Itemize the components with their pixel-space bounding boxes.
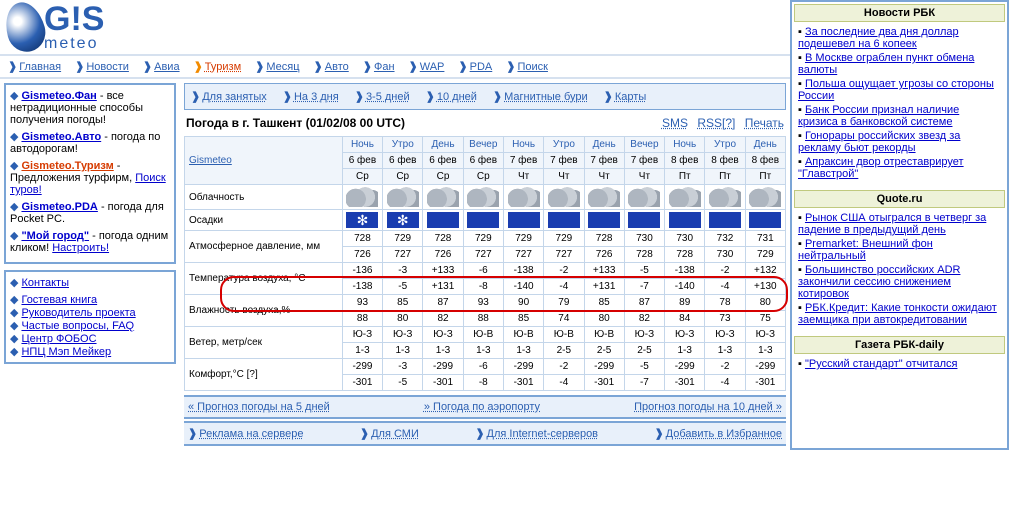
forecast-link[interactable]: » Погода по аэропорту bbox=[424, 401, 540, 413]
promo-box: ◆Gismeteo.Фан - все нетрадиционные спосо… bbox=[4, 83, 176, 264]
forecast-table: GismeteoНочьУтроДеньВечерНочьУтроДеньВеч… bbox=[184, 136, 786, 391]
forecast-link[interactable]: « Прогноз погоды на 5 дней bbox=[188, 401, 330, 413]
forecast-bottom-links: « Прогноз погоды на 5 дней » Погода по аэ… bbox=[184, 395, 786, 419]
nav-link[interactable]: Главная bbox=[19, 61, 61, 73]
news-link[interactable]: Польша ощущает угрозы со стороны России bbox=[798, 78, 994, 102]
subnav-link[interactable]: 10 дней bbox=[437, 91, 477, 103]
subnav-link[interactable]: Магнитные бури bbox=[504, 91, 588, 103]
nav-link[interactable]: Фан bbox=[374, 61, 395, 73]
news-link[interactable]: Premarket: Внешний фон нейтральный bbox=[798, 238, 933, 262]
news-section-title: Новости РБК bbox=[794, 4, 1005, 22]
promo-link[interactable]: "Мой город" bbox=[21, 230, 89, 242]
logo-text: G!S bbox=[44, 2, 104, 36]
nav-link[interactable]: Авто bbox=[325, 61, 349, 73]
side-link[interactable]: Руководитель проекта bbox=[21, 307, 135, 319]
nav-link[interactable]: PDA bbox=[470, 61, 493, 73]
nav-link[interactable]: Месяц bbox=[266, 61, 299, 73]
nav-link[interactable]: Поиск bbox=[517, 61, 547, 73]
side-link[interactable]: НПЦ Мэп Мейкер bbox=[21, 346, 111, 358]
subnav-link[interactable]: 3-5 дней bbox=[366, 91, 410, 103]
subnav-link[interactable]: На 3 дня bbox=[294, 91, 339, 103]
side-link[interactable]: Частые вопросы, FAQ bbox=[21, 320, 134, 332]
logo-icon bbox=[0, 0, 50, 56]
news-link[interactable]: "Русский стандарт" отчитался bbox=[805, 358, 958, 370]
subnav-link[interactable]: Для занятых bbox=[202, 91, 267, 103]
promo-link[interactable]: Gismeteo.PDA bbox=[21, 201, 97, 213]
news-link[interactable]: РБК.Кредит: Какие тонкости ожидают заемщ… bbox=[798, 302, 997, 326]
footer-links: ❱Реклама на сервере❱Для СМИ❱Для Internet… bbox=[184, 421, 786, 446]
sub-nav: ❱Для занятых❱На 3 дня❱3-5 дней❱10 дней❱М… bbox=[184, 83, 786, 110]
news-link[interactable]: В Москве ограблен пункт обмена валюты bbox=[798, 52, 974, 76]
forecast-title: Погода в г. Ташкент (01/02/08 00 UTC) SM… bbox=[184, 110, 786, 136]
contacts-box: ◆Контакты ◆Гостевая книга◆Руководитель п… bbox=[4, 270, 176, 364]
nav-link[interactable]: WAP bbox=[420, 61, 445, 73]
title-link[interactable]: Печать bbox=[745, 116, 784, 130]
news-link[interactable]: Рынок США отыгрался в четверг за падение… bbox=[798, 212, 986, 236]
footer-link[interactable]: Реклама на сервере bbox=[199, 428, 303, 440]
subnav-link[interactable]: Карты bbox=[615, 91, 646, 103]
news-link[interactable]: Банк России признал наличие кризиса в ба… bbox=[798, 104, 959, 128]
news-link[interactable]: Большинство российских ADR закончили сес… bbox=[798, 264, 960, 300]
promo-link[interactable]: Gismeteo.Фан bbox=[21, 90, 96, 102]
side-link[interactable]: Гостевая книга bbox=[21, 294, 97, 306]
promo-link[interactable]: Gismeteo.Авто bbox=[21, 131, 101, 143]
forecast-link[interactable]: Прогноз погоды на 10 дней » bbox=[634, 401, 782, 413]
nav-link[interactable]: Авиа bbox=[154, 61, 179, 73]
news-section-title: Газета РБК-daily bbox=[794, 336, 1005, 354]
nav-link[interactable]: Новости bbox=[86, 61, 129, 73]
promo-link[interactable]: Gismeteo.Туризм bbox=[21, 160, 113, 172]
header: G!S meteo bbox=[0, 0, 790, 54]
news-link[interactable]: За последние два дня доллар подешевел на… bbox=[798, 26, 959, 50]
footer-link[interactable]: Для СМИ bbox=[371, 428, 419, 440]
news-link[interactable]: Гонорары российских звезд за рекламу бью… bbox=[798, 130, 960, 154]
nav-link[interactable]: Туризм bbox=[205, 61, 241, 73]
footer-link[interactable]: Для Internet-серверов bbox=[487, 428, 599, 440]
side-link[interactable]: Центр ФОБОС bbox=[21, 333, 96, 345]
news-section-title: Quote.ru bbox=[794, 190, 1005, 208]
title-link[interactable]: RSS[?] bbox=[697, 116, 735, 130]
footer-link[interactable]: Добавить в Избранное bbox=[666, 428, 782, 440]
title-link[interactable]: SMS bbox=[662, 116, 688, 130]
logo-sub: meteo bbox=[44, 36, 104, 52]
contacts-title[interactable]: Контакты bbox=[21, 277, 69, 289]
top-nav: ❱Главная❱Новости❱Авиа❱Туризм❱Месяц❱Авто❱… bbox=[0, 54, 790, 79]
news-sidebar: Новости РБК За последние два дня доллар п… bbox=[790, 0, 1009, 450]
news-link[interactable]: Апраксин двор отреставрирует "Главстрой" bbox=[798, 156, 964, 180]
